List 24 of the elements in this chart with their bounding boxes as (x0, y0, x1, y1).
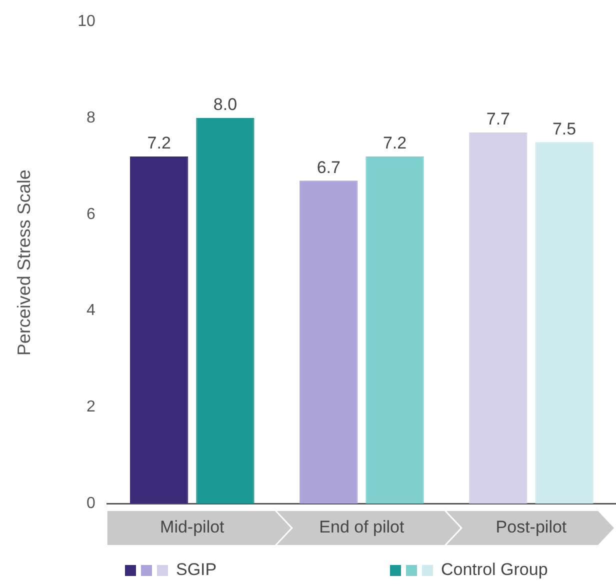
bar (535, 142, 594, 504)
y-tick-label: 0 (86, 495, 96, 512)
data-label: 7.7 (486, 110, 510, 129)
bar (300, 180, 358, 504)
y-tick-label: 6 (86, 206, 96, 223)
y-tick-label: 8 (86, 109, 96, 126)
bar (366, 156, 424, 504)
y-tick-label: 4 (86, 302, 96, 320)
x-tick-label: End of pilot (319, 517, 404, 536)
x-tick-label: Mid-pilot (160, 517, 225, 536)
x-tick-label: Post-pilot (496, 517, 567, 536)
bar (196, 118, 254, 504)
data-label: 7.2 (147, 134, 171, 153)
legend-label: Control Group (441, 560, 548, 580)
data-label: 7.5 (552, 119, 576, 138)
data-label: 6.7 (316, 158, 340, 177)
data-label: 8.0 (213, 95, 238, 114)
y-axis-title: Perceived Stress Scale (14, 170, 34, 356)
legend-label: SGIP (176, 560, 217, 580)
data-label: 7.2 (382, 134, 407, 153)
y-tick-label: 2 (86, 398, 96, 416)
bar (469, 132, 528, 504)
bar (130, 156, 188, 504)
y-tick-label: 10 (78, 13, 96, 30)
